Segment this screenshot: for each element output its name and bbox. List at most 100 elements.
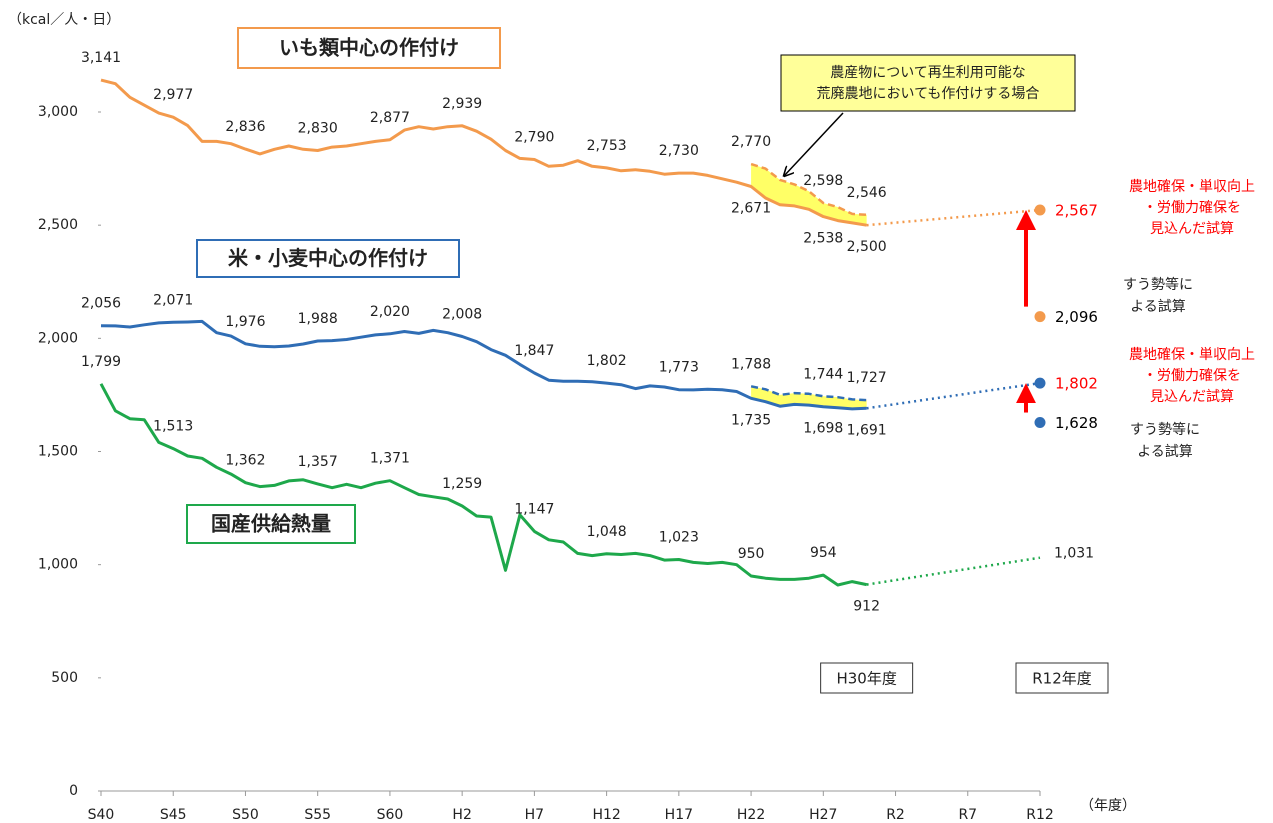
data-label: 1,744 bbox=[803, 366, 843, 382]
series-line bbox=[866, 556, 1041, 586]
y-tick-label: 2,000 bbox=[38, 330, 78, 346]
period-box bbox=[820, 662, 914, 694]
callout-text: 農産物について再生利用可能な bbox=[830, 65, 1026, 81]
scenario-note: よる試算 bbox=[1130, 299, 1186, 315]
y-tick-label: 2,500 bbox=[38, 217, 78, 233]
data-label: 1,698 bbox=[803, 421, 843, 437]
data-label: 1,371 bbox=[370, 451, 410, 467]
data-label: 1,513 bbox=[153, 419, 193, 435]
data-label: 2,830 bbox=[298, 120, 338, 136]
point-label: 1,802 bbox=[1055, 375, 1098, 393]
scenario-note: よる試算 bbox=[1137, 444, 1193, 460]
projection-point bbox=[1034, 417, 1046, 429]
x-tick-label: S40 bbox=[88, 807, 115, 823]
data-label: 2,877 bbox=[370, 110, 410, 126]
data-label: 1,788 bbox=[731, 356, 771, 372]
scenario-note: 農地確保・単収向上 bbox=[1129, 179, 1255, 195]
data-label: 912 bbox=[853, 599, 880, 615]
x-tick-label: R12 bbox=[1026, 807, 1054, 823]
callout-text: 荒廃農地においても作付けする場合 bbox=[817, 85, 1040, 102]
callout-box bbox=[780, 54, 1076, 112]
scenario-note: 見込んだ試算 bbox=[1150, 221, 1234, 237]
series-name: 国産供給熱量 bbox=[211, 512, 331, 536]
data-label: 1,048 bbox=[587, 524, 627, 540]
series-line bbox=[100, 319, 867, 411]
data-label: 2,939 bbox=[442, 96, 482, 112]
x-tick-label: S55 bbox=[304, 807, 331, 823]
x-tick-label: H27 bbox=[809, 807, 837, 823]
data-label: 2,770 bbox=[731, 134, 771, 150]
x-tick-label: R7 bbox=[958, 807, 977, 823]
x-tick-label: H12 bbox=[592, 807, 620, 823]
series-line bbox=[750, 385, 867, 402]
data-label: 2,500 bbox=[847, 239, 887, 255]
data-label: 1,259 bbox=[442, 476, 482, 492]
point-label: 2,567 bbox=[1055, 202, 1098, 220]
y-tick-label: 500 bbox=[51, 670, 78, 686]
y-tick-label: 1,000 bbox=[38, 557, 78, 573]
scenario-note: ・労働力確保を bbox=[1143, 200, 1241, 216]
scenario-note: 見込んだ試算 bbox=[1150, 389, 1234, 405]
x-tick-label: H2 bbox=[452, 807, 471, 823]
fill-band bbox=[751, 164, 867, 226]
data-label: 2,020 bbox=[370, 304, 410, 320]
y-unit-label: （kcal／人・日） bbox=[8, 12, 120, 28]
x-tick-label: S50 bbox=[232, 807, 259, 823]
data-label: 1,727 bbox=[847, 370, 887, 386]
data-label: 1,147 bbox=[514, 501, 554, 517]
series-name-box bbox=[196, 239, 460, 278]
data-label: 1,362 bbox=[225, 453, 265, 469]
x-tick-label: S60 bbox=[377, 807, 404, 823]
data-label: 2,598 bbox=[803, 173, 843, 189]
period-label: R12年度 bbox=[1032, 670, 1092, 688]
series-name: いも類中心の作付け bbox=[279, 36, 459, 60]
x-tick-label: H7 bbox=[525, 807, 544, 823]
data-label: 2,730 bbox=[659, 143, 699, 159]
series-line bbox=[866, 208, 1041, 227]
data-label: 2,753 bbox=[587, 138, 627, 154]
series-name-box bbox=[237, 27, 501, 69]
projection-point bbox=[1034, 377, 1046, 389]
data-label: 950 bbox=[738, 546, 765, 562]
series-name-box bbox=[186, 504, 356, 544]
data-label: 1,988 bbox=[298, 311, 338, 327]
x-tick-label: H22 bbox=[737, 807, 765, 823]
data-label: 1,023 bbox=[659, 529, 699, 545]
y-tick-label: 1,500 bbox=[38, 444, 78, 460]
scenario-note: すう勢等に bbox=[1123, 276, 1193, 293]
data-label: 1,799 bbox=[81, 354, 121, 370]
series-line bbox=[99, 383, 867, 587]
data-label: 2,546 bbox=[847, 185, 887, 201]
callout-arrow bbox=[784, 112, 844, 176]
data-label: 2,538 bbox=[803, 231, 843, 247]
period-box bbox=[1015, 662, 1109, 694]
data-label: 2,790 bbox=[514, 130, 554, 146]
scenario-note: すう勢等に bbox=[1130, 421, 1200, 438]
data-label: 1,735 bbox=[731, 412, 771, 428]
scenario-note: 農地確保・単収向上 bbox=[1129, 347, 1255, 363]
x-unit-label: （年度） bbox=[1080, 798, 1136, 814]
data-label: 1,976 bbox=[225, 314, 265, 330]
series-line bbox=[866, 381, 1041, 410]
period-label: H30年度 bbox=[836, 670, 896, 688]
data-label: 2,056 bbox=[81, 296, 121, 312]
data-label: 1,691 bbox=[847, 422, 887, 438]
data-label: 1,802 bbox=[587, 353, 627, 369]
data-label: 1,357 bbox=[298, 454, 338, 470]
data-label: 2,977 bbox=[153, 87, 193, 103]
projection-point bbox=[1034, 311, 1046, 323]
scenario-note: ・労働力確保を bbox=[1143, 368, 1241, 384]
point-label: 1,628 bbox=[1055, 414, 1098, 432]
data-label: 1,847 bbox=[514, 343, 554, 359]
data-label: 2,836 bbox=[225, 119, 265, 135]
x-tick-label: R2 bbox=[886, 807, 905, 823]
series-name: 米・小麦中心の作付け bbox=[228, 246, 428, 270]
point-label: 2,096 bbox=[1055, 308, 1098, 326]
y-tick-label: 3,000 bbox=[38, 104, 78, 120]
data-label: 2,671 bbox=[731, 200, 771, 216]
projection-point bbox=[1034, 204, 1046, 216]
x-tick-label: S45 bbox=[160, 807, 187, 823]
series-line bbox=[100, 78, 867, 227]
y-tick-label: 0 bbox=[69, 783, 78, 799]
